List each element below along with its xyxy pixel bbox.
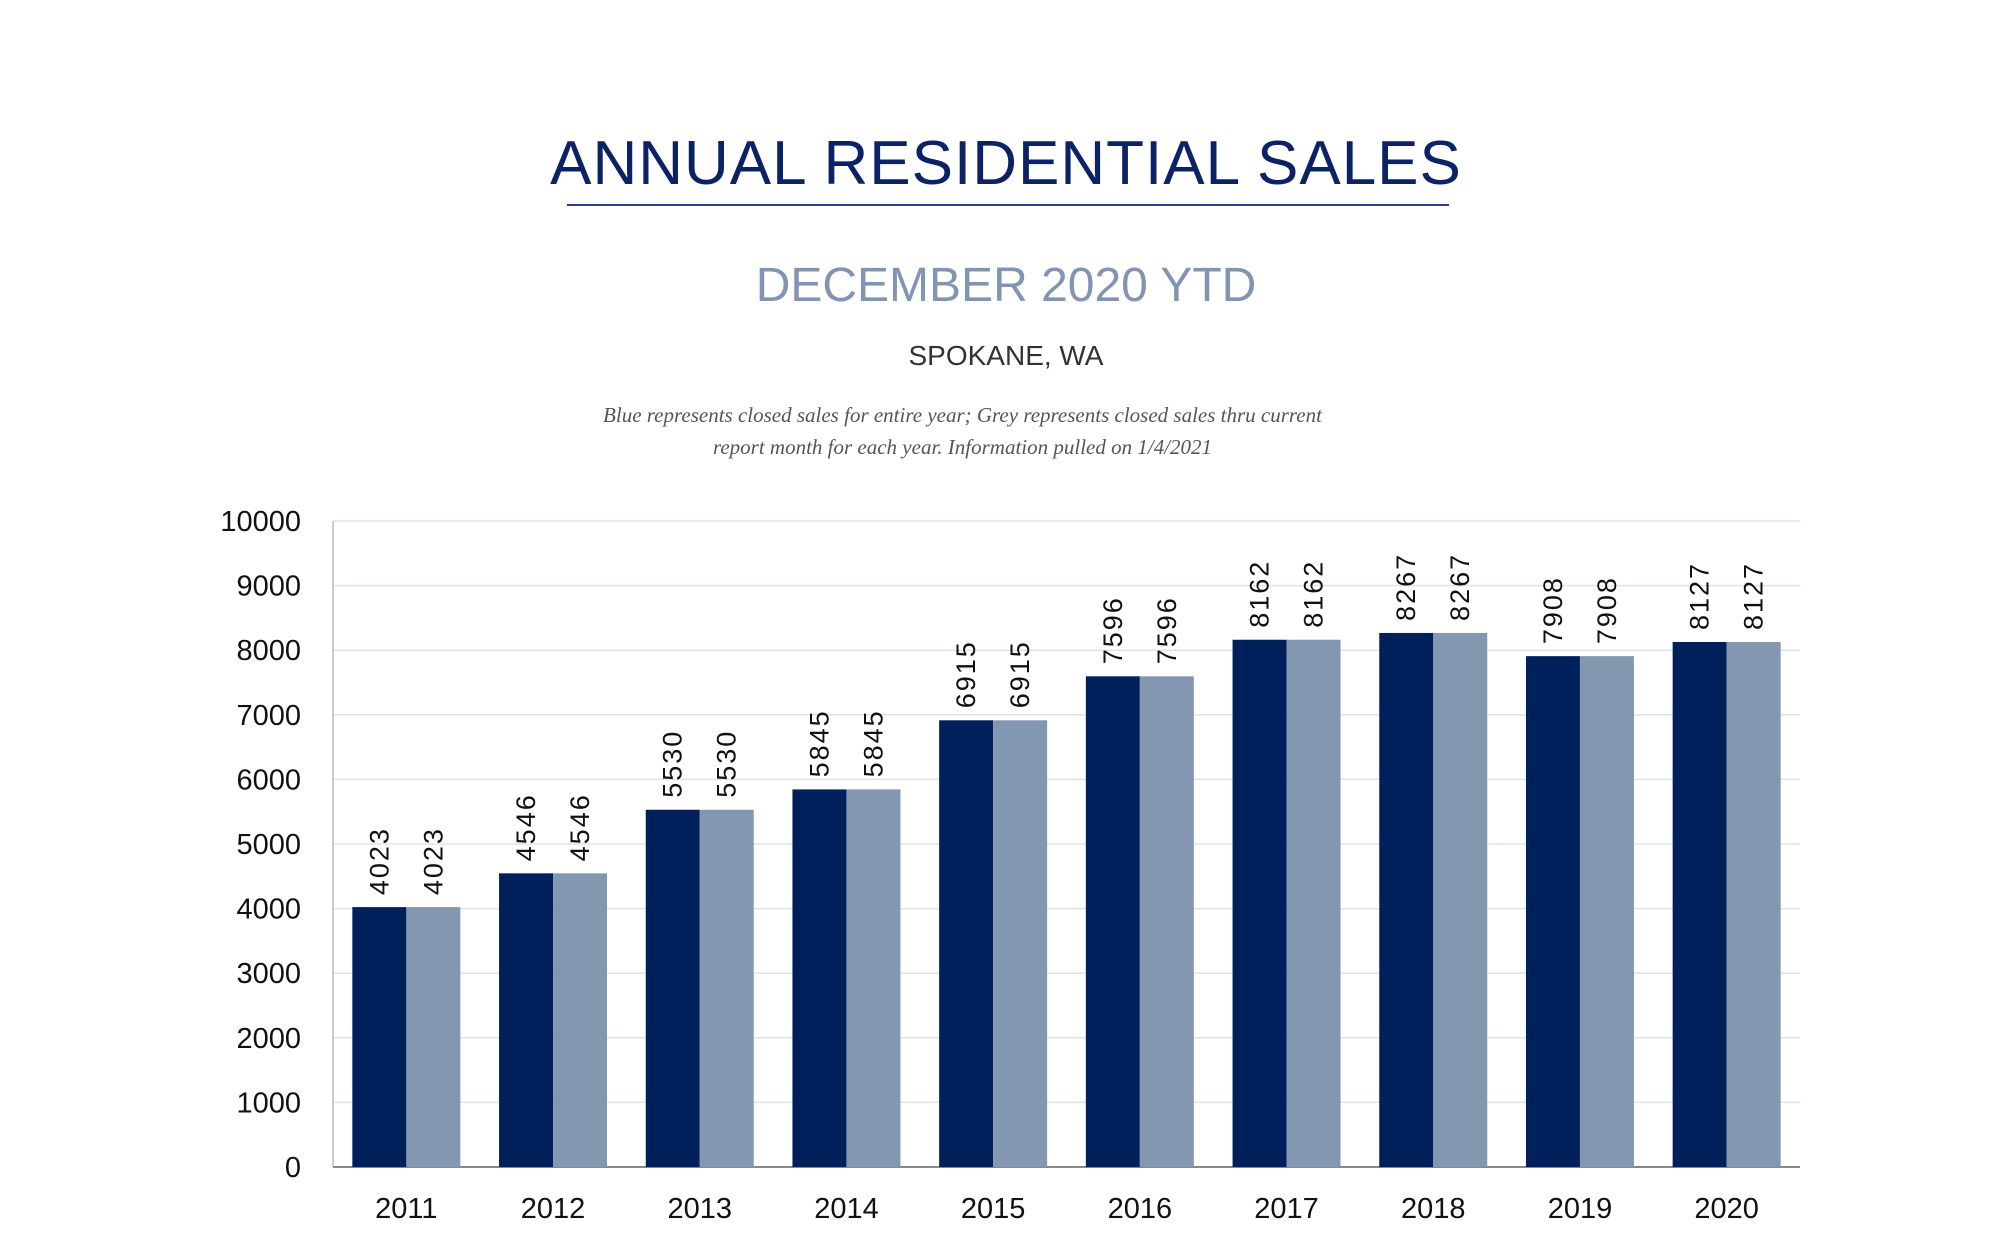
y-tick-label: 8000 — [236, 635, 301, 667]
data-label: 6915 — [1005, 640, 1035, 708]
y-tick-label: 7000 — [236, 700, 301, 732]
page-title: ANNUAL RESIDENTIAL SALES — [550, 129, 1462, 198]
note-line-1: Blue represents closed sales for entire … — [603, 403, 1322, 427]
data-label: 5845 — [804, 709, 834, 777]
data-label: 5530 — [658, 730, 688, 798]
data-label: 7908 — [1538, 576, 1568, 644]
data-label: 8267 — [1445, 553, 1475, 621]
data-label: 7908 — [1592, 576, 1622, 644]
bar — [1139, 676, 1194, 1167]
y-tick-label: 1000 — [236, 1087, 301, 1119]
bar — [993, 720, 1048, 1167]
y-tick-label: 3000 — [236, 958, 301, 990]
x-tick-label: 2017 — [1254, 1193, 1319, 1225]
bar — [1433, 632, 1488, 1167]
bar — [1286, 639, 1341, 1167]
y-tick-label: 4000 — [236, 894, 301, 926]
x-tick-label: 2016 — [1108, 1193, 1173, 1225]
bar — [1726, 641, 1781, 1167]
bar — [792, 789, 847, 1167]
bar — [499, 873, 554, 1167]
bar — [406, 907, 461, 1167]
data-label: 8162 — [1245, 560, 1275, 628]
data-label: 7596 — [1152, 596, 1182, 664]
bar — [1232, 639, 1287, 1167]
bar — [553, 873, 608, 1167]
bar — [1379, 632, 1434, 1167]
bar — [1672, 641, 1727, 1167]
data-label: 8127 — [1685, 562, 1715, 630]
x-tick-label: 2015 — [961, 1193, 1026, 1225]
data-label: 4023 — [418, 827, 448, 895]
y-tick-label: 2000 — [236, 1023, 301, 1055]
bar — [939, 720, 994, 1167]
bar — [846, 789, 901, 1167]
y-tick-label: 9000 — [236, 571, 301, 603]
x-tick-label: 2013 — [667, 1193, 732, 1225]
x-tick-label: 2019 — [1548, 1193, 1613, 1225]
data-label: 4546 — [511, 793, 541, 861]
data-label: 8162 — [1299, 560, 1329, 628]
bar — [1525, 656, 1580, 1167]
data-label: 8127 — [1739, 562, 1769, 630]
data-label: 8267 — [1391, 553, 1421, 621]
y-tick-label: 6000 — [236, 764, 301, 796]
x-tick-label: 2018 — [1401, 1193, 1466, 1225]
data-label: 6915 — [951, 640, 981, 708]
x-tick-label: 2012 — [521, 1193, 586, 1225]
bar — [645, 809, 700, 1167]
x-tick-label: 2020 — [1694, 1193, 1759, 1225]
data-label: 4023 — [364, 827, 394, 895]
title-underline — [567, 204, 1449, 206]
bar — [352, 907, 407, 1167]
x-tick-label: 2014 — [814, 1193, 879, 1225]
note-line-2: report month for each year. Information … — [712, 435, 1213, 459]
subtitle: DECEMBER 2020 YTD — [755, 259, 1257, 312]
y-tick-label: 0 — [285, 1152, 301, 1184]
bar — [1085, 676, 1140, 1167]
y-tick-label: 5000 — [236, 829, 301, 861]
bar — [1579, 656, 1634, 1167]
y-tick-label: 10000 — [220, 506, 301, 538]
x-tick-label: 2011 — [375, 1193, 437, 1225]
data-label: 5845 — [858, 709, 888, 777]
bar — [699, 809, 754, 1167]
data-label: 4546 — [565, 793, 595, 861]
location: SPOKANE, WA — [908, 340, 1104, 371]
data-label: 5530 — [712, 730, 742, 798]
data-label: 7596 — [1098, 596, 1128, 664]
